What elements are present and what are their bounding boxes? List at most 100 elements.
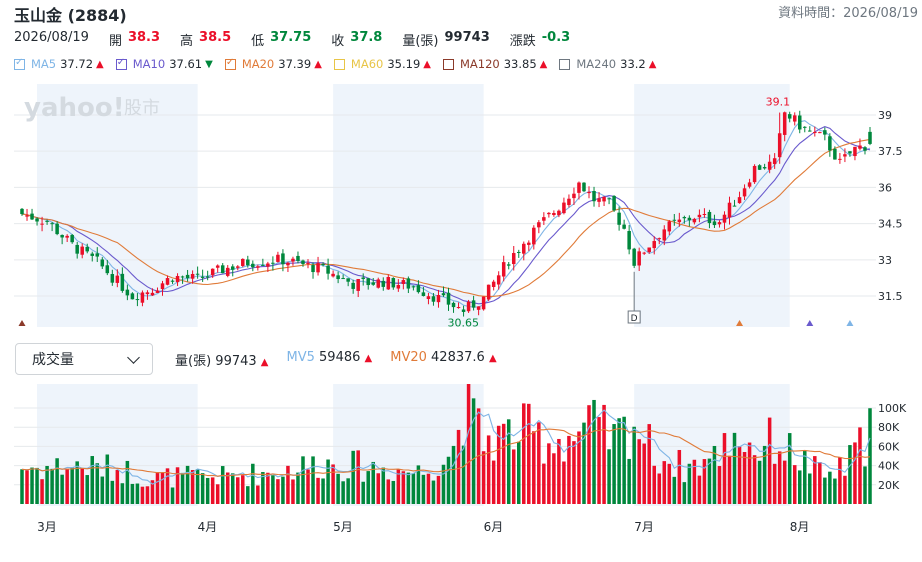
- candlestick[interactable]: [757, 164, 762, 171]
- candlestick[interactable]: [331, 270, 335, 278]
- candlestick[interactable]: [823, 127, 827, 141]
- volume-bar[interactable]: [682, 482, 687, 504]
- candlestick[interactable]: [858, 138, 862, 151]
- candlestick[interactable]: [215, 264, 220, 273]
- candlestick[interactable]: [853, 146, 857, 161]
- candlestick[interactable]: [712, 214, 717, 228]
- volume-bar[interactable]: [406, 472, 411, 504]
- candlestick[interactable]: [35, 217, 39, 226]
- candlestick[interactable]: [602, 196, 606, 207]
- candlestick[interactable]: [311, 262, 315, 279]
- volume-bar[interactable]: [843, 475, 847, 504]
- candlestick[interactable]: [752, 164, 757, 184]
- volume-bar[interactable]: [311, 456, 315, 504]
- candlestick[interactable]: [496, 271, 501, 290]
- volume-bar[interactable]: [205, 477, 210, 504]
- candlestick[interactable]: [70, 233, 74, 244]
- volume-bar[interactable]: [170, 487, 175, 504]
- candlestick[interactable]: [411, 285, 416, 291]
- volume-bar[interactable]: [180, 472, 185, 504]
- candlestick[interactable]: [130, 292, 135, 300]
- volume-bar[interactable]: [687, 463, 692, 504]
- volume-bar[interactable]: [326, 459, 330, 504]
- candlestick[interactable]: [145, 290, 150, 300]
- volume-bar[interactable]: [727, 455, 732, 504]
- volume-bar[interactable]: [431, 480, 436, 504]
- volume-bar[interactable]: [371, 461, 375, 504]
- candlestick[interactable]: [501, 255, 506, 282]
- candlestick[interactable]: [205, 270, 210, 281]
- candlestick[interactable]: [592, 186, 596, 207]
- volume-bar[interactable]: [401, 471, 406, 504]
- volume-bar[interactable]: [246, 486, 250, 504]
- candlestick[interactable]: [742, 184, 747, 200]
- candlestick[interactable]: [737, 191, 742, 204]
- candlestick[interactable]: [572, 187, 576, 206]
- candlestick[interactable]: [652, 236, 656, 255]
- volume-bar[interactable]: [858, 427, 862, 504]
- candlestick[interactable]: [471, 295, 476, 311]
- volume-bar[interactable]: [762, 445, 767, 504]
- candlestick[interactable]: [105, 259, 110, 276]
- volume-bar[interactable]: [391, 480, 396, 504]
- candlestick[interactable]: [361, 273, 365, 286]
- volume-bar[interactable]: [336, 473, 340, 504]
- candlestick[interactable]: [607, 197, 611, 205]
- volume-bar[interactable]: [572, 441, 576, 504]
- candlestick[interactable]: [787, 111, 792, 123]
- volume-bar[interactable]: [677, 449, 682, 504]
- volume-chart[interactable]: 20K 40K 60K 80K 100K 3月 4月 5月 6月 7月 8月: [0, 384, 922, 544]
- candlestick[interactable]: [175, 273, 180, 287]
- volume-bar[interactable]: [747, 442, 752, 504]
- volume-bar[interactable]: [667, 463, 672, 504]
- candlestick[interactable]: [707, 209, 712, 229]
- candlestick[interactable]: [100, 257, 105, 269]
- candlestick[interactable]: [506, 261, 511, 270]
- volume-bar[interactable]: [266, 472, 270, 504]
- candlestick[interactable]: [150, 288, 155, 296]
- candlestick[interactable]: [381, 277, 386, 291]
- candlestick[interactable]: [170, 279, 175, 284]
- volume-bar[interactable]: [140, 486, 145, 504]
- candlestick[interactable]: [391, 277, 396, 290]
- volume-bar[interactable]: [552, 453, 556, 504]
- ma-legend-ma120[interactable]: MA120 33.85 ▲: [442, 57, 547, 71]
- volume-bar[interactable]: [225, 472, 230, 504]
- candlestick[interactable]: [351, 279, 355, 294]
- volume-bar[interactable]: [506, 419, 511, 504]
- volume-bar[interactable]: [125, 460, 130, 504]
- candlestick[interactable]: [466, 299, 471, 313]
- volume-bar[interactable]: [838, 457, 842, 504]
- candlestick[interactable]: [80, 243, 84, 259]
- volume-bar[interactable]: [190, 470, 195, 504]
- candlestick[interactable]: [301, 259, 305, 267]
- candlestick[interactable]: [396, 279, 401, 292]
- candlestick[interactable]: [60, 234, 64, 245]
- candlestick[interactable]: [692, 217, 697, 225]
- volume-bar[interactable]: [562, 461, 566, 504]
- volume-bar[interactable]: [717, 466, 722, 504]
- volume-bar[interactable]: [145, 486, 150, 504]
- volume-bar[interactable]: [421, 474, 426, 504]
- candlestick[interactable]: [481, 296, 486, 311]
- candlestick[interactable]: [772, 153, 777, 169]
- volume-bar[interactable]: [301, 456, 305, 504]
- volume-bar[interactable]: [522, 403, 526, 504]
- ma-legend-ma20[interactable]: MA20 37.39 ▲: [224, 57, 322, 71]
- candlestick[interactable]: [95, 247, 100, 262]
- volume-bar[interactable]: [60, 474, 64, 504]
- volume-bar[interactable]: [662, 461, 667, 504]
- volume-bar[interactable]: [602, 404, 606, 504]
- volume-bar[interactable]: [150, 480, 155, 504]
- candlestick[interactable]: [251, 260, 255, 272]
- candlestick[interactable]: [291, 256, 295, 266]
- candlestick[interactable]: [868, 127, 872, 146]
- volume-bar[interactable]: [215, 484, 220, 504]
- volume-bar[interactable]: [863, 466, 867, 504]
- candlestick[interactable]: [762, 163, 767, 170]
- candlestick[interactable]: [140, 290, 145, 307]
- indicator-select[interactable]: 成交量: [15, 343, 153, 375]
- volume-bar[interactable]: [787, 433, 792, 504]
- candlestick[interactable]: [180, 275, 185, 284]
- volume-bar[interactable]: [737, 446, 742, 504]
